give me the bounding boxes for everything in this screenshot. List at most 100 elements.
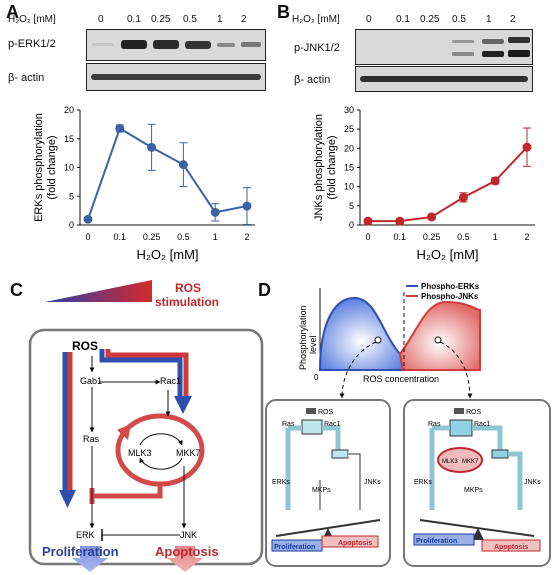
chart-a-x-tick-label: 0 (85, 232, 90, 242)
panel-b-conc-row: 0 0.1 0.25 0.5 1 2 (358, 14, 538, 28)
chart-b-y-tick-label: 5 (349, 201, 354, 211)
chart-b-x-tick-label: 0.5 (457, 232, 470, 242)
chart-b-data-point (363, 216, 373, 226)
d1-proliferation: Proliferation (274, 544, 315, 551)
conc-label: 0.5 (452, 14, 466, 25)
panel-b-chart: 0 5 10 15 20 25 30 0 0.1 0.25 0.5 1 2 JNKs phosphoryl… (313, 105, 535, 262)
d1-rac1: Rac1 (324, 421, 340, 428)
panel-b-conc-header: H₂O₂ [mM] (292, 14, 340, 25)
panel-d-letter: D (258, 280, 271, 300)
proliferation-arrow (72, 546, 108, 572)
d2-jnks: JNKs (524, 479, 541, 486)
actin-bands-a (91, 74, 261, 80)
perk-bands (92, 40, 261, 49)
ros-conc-label: ROS concentration (363, 374, 439, 384)
ros-stim-label-1: ROS (175, 281, 201, 295)
d2-erks: ERKs (414, 479, 432, 486)
d1-ras: Ras (282, 421, 295, 428)
panel-a-conc-row: 0 0.1 0.25 0.5 1 2 (88, 14, 268, 28)
conc-label: 0.5 (183, 14, 197, 25)
panel-d-diagram: Phospho-ERKs Phospho-JNKs Phosphorylatio… (265, 282, 551, 567)
chart-a-data-point (210, 207, 220, 217)
conc-label: 0 (98, 14, 104, 25)
chart-a-y-tick-label: 0 (69, 220, 74, 230)
chart-a-data-point (242, 201, 252, 211)
chart-b-data-point (395, 216, 405, 226)
panel-b-letter: B (277, 2, 290, 22)
phospho-ylabel-2: level (308, 335, 318, 354)
chart-a-ylabel-2: (fold change) (46, 135, 58, 199)
panel-a-conc-header: H₂O₂ [mM] (8, 14, 56, 25)
d1-apoptosis: Apoptosis (338, 540, 372, 547)
panel-b-blot-label-pjnk: p-JNK1/2 (294, 42, 340, 54)
panel-a-chart: 0 5 10 15 20 0 0.1 0.25 0.5 1 2 ERKs phosphorylatio… (33, 105, 255, 262)
chart-b-x-tick-label: 0.1 (394, 232, 407, 242)
chart-a-series-line (87, 126, 248, 220)
chart-a-x-tick-label: 2 (244, 232, 249, 242)
conc-label: 0 (366, 14, 372, 25)
low-ros-schematic: ROS Ras Rac1 ERKs JNKs MKPs Proliferatio… (271, 408, 381, 552)
node-mkk7: MKK7 (176, 448, 201, 458)
panel-c-diagram: ROS stimulation ROS Gab1 Rac1 Ras MLK3 M… (28, 280, 264, 572)
chart-a-x-tick-label: 0.1 (114, 232, 127, 242)
chart-a-data-point (115, 123, 125, 133)
chart-b-y-tick-label: 20 (344, 143, 354, 153)
phospho-origin: 0 (314, 373, 319, 382)
chart-b-x-tick-label: 0.25 (423, 232, 441, 242)
d2-proliferation: Proliferation (416, 538, 457, 545)
chart-b-y-tick-label: 15 (344, 163, 354, 173)
d2-mkps: MKPs (464, 487, 483, 494)
conc-label: 2 (241, 14, 247, 25)
chart-b-y-tick-label: 30 (344, 105, 354, 115)
phospho-erk-curve (318, 296, 405, 371)
d2-rac1: Rac1 (474, 421, 490, 428)
chart-b-data-point (490, 176, 500, 186)
legend-phospho-erks: Phospho-ERKs (421, 282, 480, 291)
chart-b-x-tick-label: 0 (365, 232, 370, 242)
panel-a-blot-perk (86, 29, 266, 61)
node-gab1: Gab1 (80, 376, 102, 386)
chart-a-x-tick-label: 1 (213, 232, 218, 242)
conc-label: 1 (486, 14, 492, 25)
high-ros-box (403, 399, 551, 567)
d1-erks: ERKs (272, 479, 290, 486)
panel-c-letter: C (10, 280, 23, 300)
phospho-jnk-curve (398, 300, 481, 371)
node-rac1: Rac1 (160, 376, 181, 386)
low-ros-box (265, 399, 391, 567)
d2-mlk3: MLK3 (442, 459, 458, 465)
d2-apoptosis: Apoptosis (494, 544, 528, 551)
conc-label: 0.1 (396, 14, 410, 25)
chart-b-y-tick-label: 10 (344, 182, 354, 192)
node-erk: ERK (76, 530, 95, 540)
chart-b-x-tick-label: 2 (524, 232, 529, 242)
d1-ros: ROS (318, 409, 334, 416)
chart-b-data-point (458, 192, 468, 202)
apoptosis-label: Apoptosis (155, 544, 219, 559)
chart-a-data-point (147, 142, 157, 152)
actin-bands-b (360, 76, 528, 82)
ros-gradient-wedge (45, 280, 152, 302)
chart-a-x-tick-label: 0.25 (143, 232, 161, 242)
node-ras: Ras (83, 434, 100, 444)
chart-a-xlabel: H₂O₂ [mM] (136, 247, 198, 262)
d2-mkk7: MKK7 (462, 459, 479, 465)
panel-a-blot-label-actin: β- actin (8, 72, 45, 84)
pathway-box (28, 328, 264, 566)
d1-mkps: MKPs (312, 487, 331, 494)
chart-b-data-point (522, 142, 532, 152)
node-mlk3: MLK3 (128, 448, 152, 458)
conc-label: 0.25 (420, 14, 440, 25)
chart-b-ylabel: JNKs phosphorylation (313, 114, 325, 221)
chart-b-x-tick-label: 1 (493, 232, 498, 242)
conc-label: 1 (217, 14, 223, 25)
chart-a-data-point (83, 214, 93, 224)
apoptosis-arrow (167, 546, 203, 572)
panel-b-blot-actin (355, 66, 533, 92)
d1-jnks: JNKs (364, 479, 381, 486)
chart-a-y-tick-label: 10 (64, 163, 74, 173)
d2-ras: Ras (428, 421, 441, 428)
chart-a-x-tick-label: 0.5 (177, 232, 190, 242)
chart-a-data-point (178, 160, 188, 170)
chart-a-y-tick-label: 5 (69, 191, 74, 201)
